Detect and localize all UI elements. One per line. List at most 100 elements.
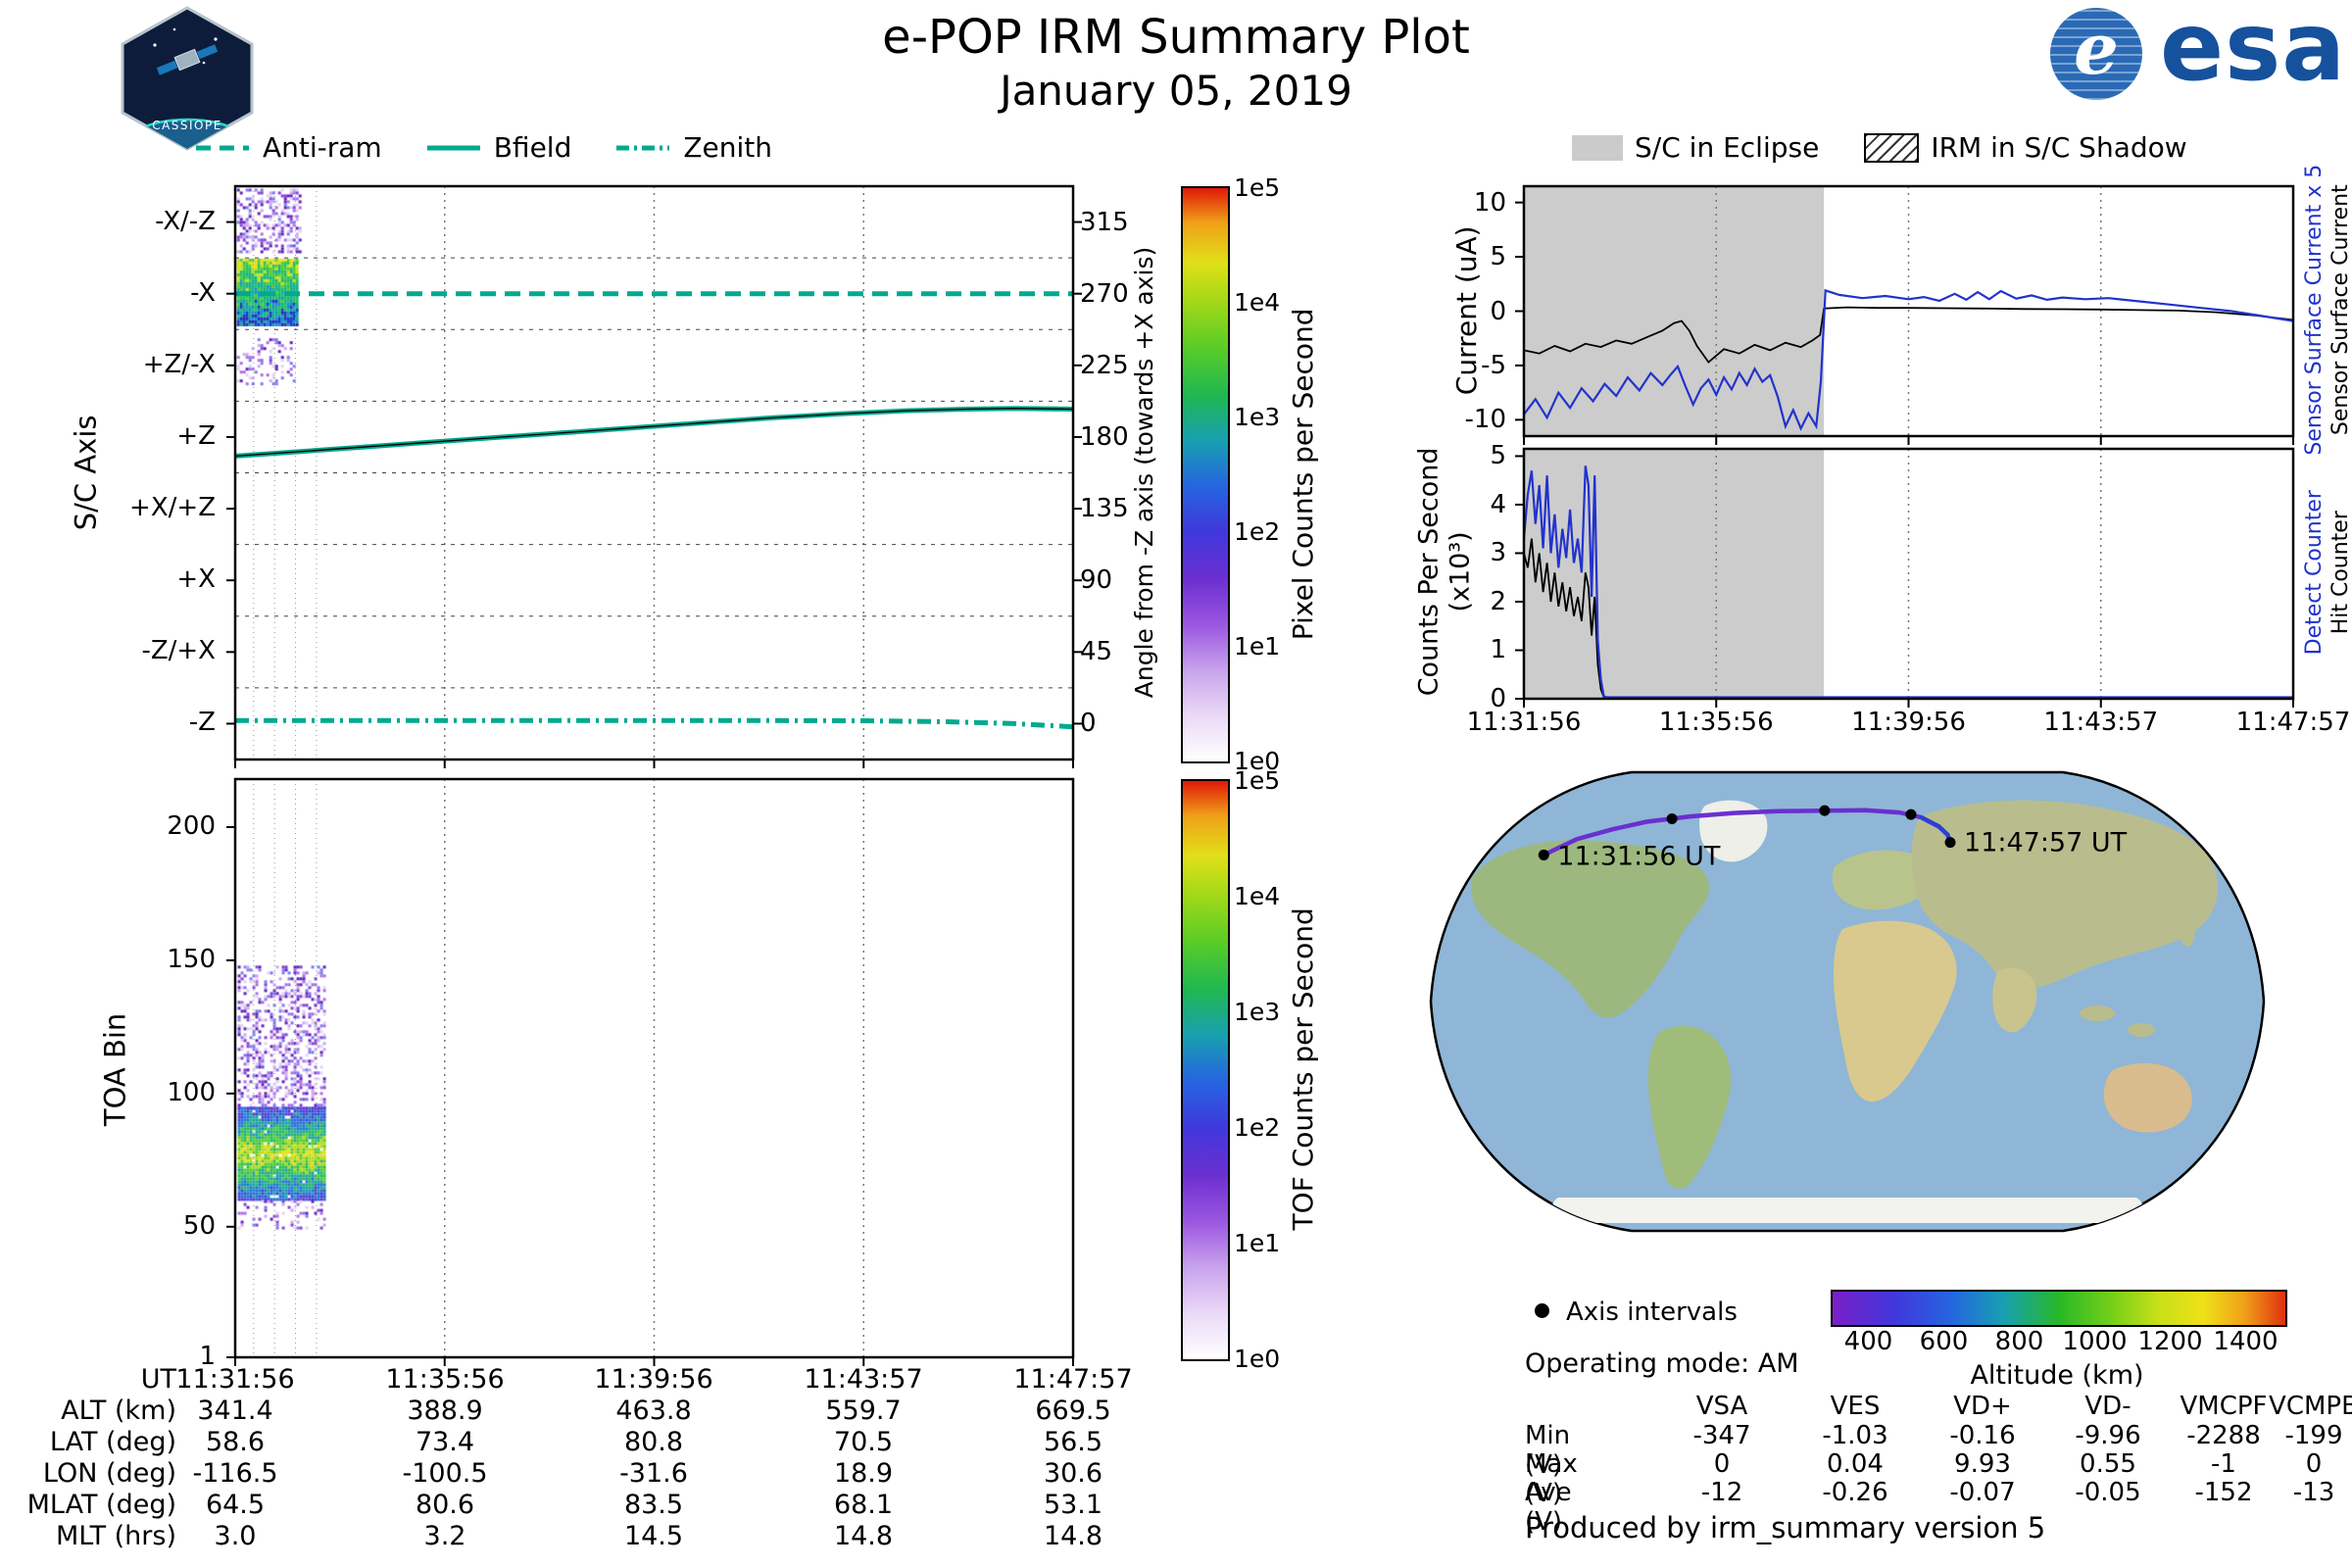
voltage-value: -1.03 [1822, 1421, 1888, 1450]
voltage-value: 0 [1713, 1449, 1731, 1479]
angle-tick-labels: 315 270 225 180 135 90 45 0 [1080, 186, 1158, 760]
voltage-column-header: VSA [1695, 1392, 1748, 1421]
legend-label: Zenith [683, 131, 773, 164]
eclipse-shadow-legend: S/C in Eclipse IRM in S/C Shadow [1572, 131, 2187, 164]
sc-axis-band-label: +X [176, 564, 216, 595]
ephemeris-value: 68.1 [833, 1490, 894, 1520]
ephemeris-value: 11:39:56 [594, 1364, 713, 1395]
ephemeris-value: 56.5 [1043, 1427, 1103, 1457]
hatch-swatch-icon [1864, 132, 1920, 163]
voltage-value: -199 [2284, 1421, 2343, 1450]
ephemeris-value: 3.0 [214, 1521, 257, 1551]
eclipse-swatch-icon [1572, 134, 1623, 161]
voltage-row-label: Ave (V) [1525, 1478, 1572, 1537]
legend-item-bfield: Bfield [425, 131, 571, 164]
ephemeris-value: 11:31:56 [175, 1364, 295, 1395]
altitude-tick-label: 800 [1994, 1327, 2044, 1356]
angle-tick-label: 45 [1080, 637, 1113, 667]
toa-bin-panel [226, 777, 1075, 1366]
counts-tick-label: 5 [1490, 441, 1506, 471]
ephemeris-row-label: LON (deg) [42, 1458, 176, 1489]
ephemeris-value: -31.6 [619, 1458, 688, 1489]
time-tick-label: 11:43:57 [2043, 708, 2159, 737]
current-tick-labels: 10 5 0 -5 -10 [1426, 186, 1516, 436]
toa-plot [226, 777, 1075, 1366]
ephemeris-value: 83.5 [623, 1490, 684, 1520]
toa-tick-labels: 200 150 100 50 1 [0, 779, 225, 1371]
ephemeris-value: -100.5 [402, 1458, 488, 1489]
patch-satellite-icon [156, 44, 219, 75]
north-america [1471, 840, 1710, 1018]
ephemeris-value: 14.8 [833, 1521, 894, 1551]
legend-item-zenith: Zenith [614, 131, 772, 164]
track-end-label: 11:47:57 UT [1964, 828, 2128, 858]
tof-counts-colorbar [1181, 779, 1230, 1361]
toa-tick-label: 150 [167, 944, 216, 974]
voltage-value: 0.55 [2080, 1449, 2136, 1479]
voltage-row-label: Max (V) [1525, 1449, 1578, 1508]
colorbar-tick-label: 1e4 [1234, 882, 1281, 910]
voltage-value: -347 [1692, 1421, 1751, 1450]
ephemeris-value: 80.8 [623, 1427, 684, 1457]
counts-tick-label: 2 [1490, 586, 1506, 616]
tof-counts-colorbar-ticks: 1e5 1e4 1e3 1e2 1e1 1e0 [1234, 766, 1302, 1373]
ephemeris-value: 11:47:57 [1013, 1364, 1133, 1395]
esa-logo: e esa [2050, 0, 2352, 106]
voltage-value: -0.05 [2075, 1478, 2141, 1507]
axis-interval-dot [1666, 813, 1678, 825]
sc-axis-band-labels: -X/-Z -X +Z/-X +Z +X/+Z +X -Z/+X -Z [0, 186, 225, 760]
time-tick-label: 11:39:56 [1851, 708, 1966, 737]
angle-tick-label: 315 [1080, 207, 1129, 237]
legend-item-anti-ram: Anti-ram [194, 131, 382, 164]
pixel-counts-colorbar [1181, 186, 1230, 763]
sc-axis-ylabel: S/C Axis [69, 415, 103, 531]
voltage-value: -0.16 [1949, 1421, 2016, 1450]
voltage-value: 0.04 [1827, 1449, 1884, 1479]
ephemeris-value: 70.5 [833, 1427, 894, 1457]
ephemeris-value: 669.5 [1035, 1396, 1111, 1426]
altitude-tick-label: 1200 [2137, 1327, 2203, 1356]
time-tick-label: 11:47:57 [2235, 708, 2351, 737]
produced-by-label: Produced by irm_summary version 5 [1525, 1511, 2046, 1544]
ephemeris-value: 18.9 [833, 1458, 894, 1489]
voltage-value: -13 [2292, 1478, 2335, 1507]
altitude-tick-label: 600 [1919, 1327, 1969, 1356]
operating-mode-label: Operating mode: AM [1525, 1348, 1799, 1379]
dashed-line-icon [196, 145, 249, 150]
indonesia [2128, 1023, 2155, 1037]
voltage-value: -12 [1700, 1478, 1743, 1507]
ephemeris-value: 53.1 [1043, 1490, 1103, 1520]
ephemeris-value: 3.2 [423, 1521, 466, 1551]
esa-wordmark: esa [2160, 0, 2347, 102]
ephemeris-value: 58.6 [205, 1427, 266, 1457]
colorbar-tick-label: 1e3 [1234, 998, 1281, 1026]
voltage-value: -2288 [2186, 1421, 2261, 1450]
colorbar-tick-label: 1e5 [1234, 173, 1281, 202]
ephemeris-row-label: UT [140, 1364, 176, 1395]
ephemeris-value: 11:35:56 [385, 1364, 505, 1395]
voltage-row-label: Min (V) [1525, 1421, 1571, 1480]
ephemeris-value: 14.5 [623, 1521, 684, 1551]
angle-tick-label: 135 [1080, 494, 1129, 524]
altitude-tick-label: 1400 [2213, 1327, 2278, 1356]
ephemeris-value: 341.4 [197, 1396, 273, 1426]
altitude-tick-label: 1000 [2062, 1327, 2128, 1356]
angle-tick-label: 270 [1080, 278, 1129, 309]
toa-tick-label: 1 [199, 1342, 216, 1371]
colorbar-tick-label: 1e5 [1234, 766, 1281, 795]
toa-tick-label: 200 [167, 810, 216, 841]
counts-tick-label: 1 [1490, 635, 1506, 665]
legend-label: IRM in S/C Shadow [1931, 131, 2187, 164]
angle-tick-label: 225 [1080, 350, 1129, 380]
legend-item-eclipse: S/C in Eclipse [1572, 131, 1819, 164]
toa-tick-label: 50 [182, 1210, 216, 1241]
counts-plot [1515, 447, 2295, 708]
axis-interval-dot [1538, 849, 1549, 860]
voltage-column-header: VD- [2084, 1392, 2132, 1421]
toa-ylabel: TOA Bin [98, 1012, 132, 1127]
world-map: 11:31:56 UT 11:47:57 UT [1429, 770, 2266, 1233]
cassiope-mission-patch: CASSIOPE [121, 6, 254, 151]
ephemeris-value: 559.7 [825, 1396, 902, 1426]
legend-item-hatch: IRM in S/C Shadow [1864, 131, 2187, 164]
page-title: e-POP IRM Summary Plot [882, 10, 1470, 65]
